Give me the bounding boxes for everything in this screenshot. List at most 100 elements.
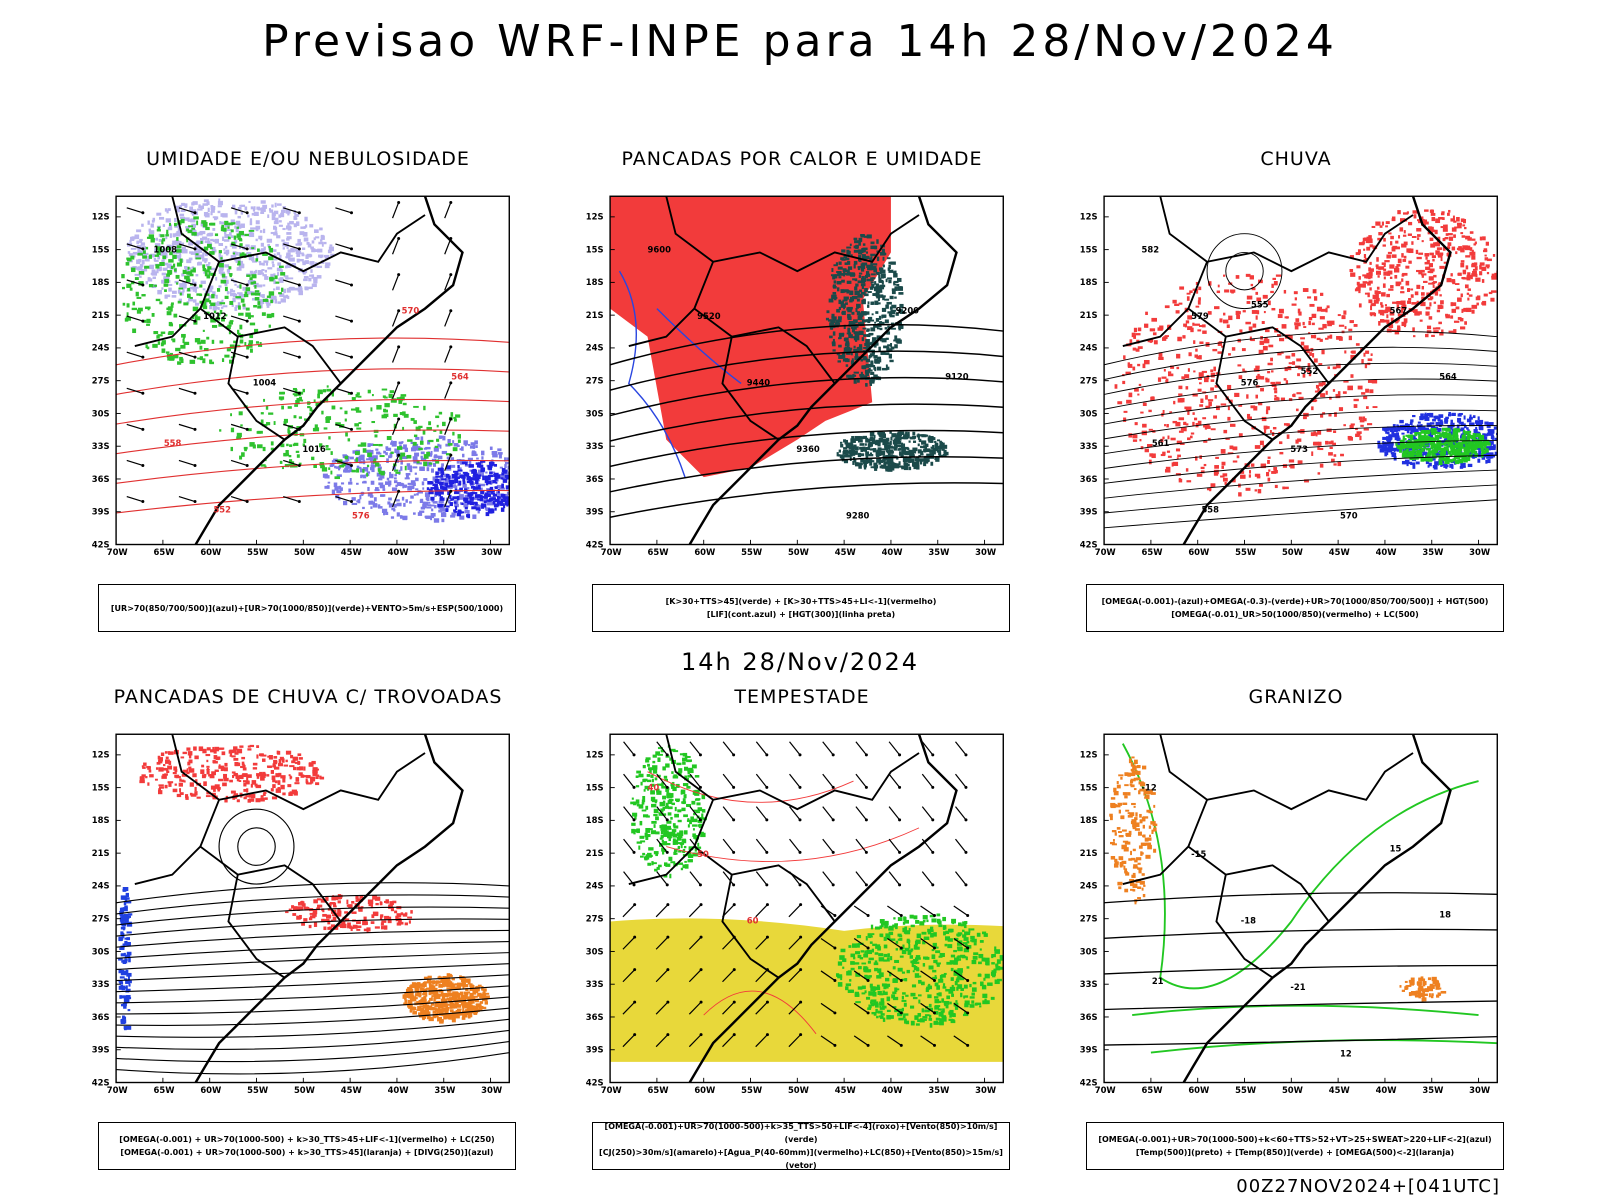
lon-tick-label: 30W xyxy=(1469,547,1491,557)
lat-tick-label: 12S xyxy=(92,750,110,760)
contour-label: 582 xyxy=(1142,244,1160,254)
wind-vectors xyxy=(126,200,453,508)
contour-label: 9360 xyxy=(796,444,820,454)
lon-tick-label: 45W xyxy=(1329,547,1351,557)
lon-tick-label: 40W xyxy=(1376,547,1398,557)
lon-tick-label: 35W xyxy=(1422,1085,1444,1095)
lat-tick-label: 21S xyxy=(1080,310,1098,320)
contour-label: 558 xyxy=(164,438,182,448)
lat-tick-label: 21S xyxy=(1080,848,1098,858)
lat-tick-label: 12S xyxy=(586,750,604,760)
map-layers: 582 579 576 573 570 567 564 561 558 555 552 xyxy=(1104,196,1498,545)
legend-line-2: [OMEGA(-0.01)_UR>50(1000/850)(vermelho) … xyxy=(1171,610,1419,619)
lon-tick-label: 30W xyxy=(481,1085,503,1095)
lon-tick-label: 70W xyxy=(601,1085,623,1095)
contour-lines xyxy=(610,323,1004,518)
state-borders xyxy=(1122,196,1414,441)
lat-tick-label: 36S xyxy=(1080,1012,1098,1022)
omega-area-orange xyxy=(1109,756,1158,905)
contour-label: 570 xyxy=(402,305,420,315)
lon-tick-label: 50W xyxy=(788,1085,810,1095)
legend-line-1: [OMEGA(-0.001)-(azul)+OMEGA(-0.3)-(verde… xyxy=(1101,597,1489,606)
map-panel: GRANIZO -12 -15 -18 -21 12 15 18 21 12S 15S 18S 21S 2… xyxy=(1076,686,1516,1170)
lat-tick-label: 18S xyxy=(1080,277,1098,287)
wind-vectors xyxy=(622,741,970,1048)
lat-tick-label: 39S xyxy=(1080,507,1098,517)
lat-tick-label: 30S xyxy=(1080,946,1098,956)
map-panel: TEMPESTADE 40 50 60 12S 15S 18S 21S 24S 27S 30S 33S… xyxy=(582,686,1022,1170)
lon-tick-label: 55W xyxy=(247,1085,269,1095)
main-title: Previsao WRF-INPE para 14h 28/Nov/2024 xyxy=(262,16,1338,67)
lon-tick-label: 45W xyxy=(341,547,363,557)
streamline-vortex-outer xyxy=(218,808,295,885)
map-panel: UMIDADE E/OU NEBULOSIDADE 1008 1012 1004 101… xyxy=(88,148,528,632)
lat-tick-label: 24S xyxy=(586,343,604,353)
lon-tick-label: 45W xyxy=(1329,1085,1351,1095)
lat-tick-label: 27S xyxy=(586,375,604,385)
lat-tick-label: 15S xyxy=(92,244,110,254)
lon-tick-label: 50W xyxy=(1282,547,1304,557)
legend-box: [OMEGA(-0.001)+UR>70(1000-500)+k>35_TTS>… xyxy=(592,1122,1010,1170)
lon-tick-label: 70W xyxy=(1095,1085,1117,1095)
thunderstorm-area-orange xyxy=(402,973,490,1024)
legend-box: [K>30+TTS>45](verde) + [K>30+TTS>45+LI<-… xyxy=(592,584,1010,632)
lat-tick-label: 24S xyxy=(1080,343,1098,353)
lat-tick-label: 21S xyxy=(92,310,110,320)
contour-label: 1008 xyxy=(154,244,178,254)
legend-line-1: [K>30+TTS>45](verde) + [K>30+TTS>45+LI<-… xyxy=(665,597,937,606)
lat-tick-label: 39S xyxy=(1080,1045,1098,1055)
lon-tick-label: 35W xyxy=(434,1085,456,1095)
lat-tick-label: 36S xyxy=(1080,474,1098,484)
lon-tick-label: 50W xyxy=(294,1085,316,1095)
lat-tick-label: 12S xyxy=(586,212,604,222)
map-plot: 9600 9520 9440 9360 9280 9200 9120 12S 15S 18S 21S… xyxy=(586,195,1004,557)
plot-frame xyxy=(609,733,1004,1084)
low-center-contour-inner xyxy=(1225,251,1264,291)
map-plot: 582 579 576 573 570 567 564 561 558 555 552 12S 15S 1… xyxy=(1080,195,1498,557)
lat-tick-label: 39S xyxy=(92,1045,110,1055)
lon-tick-label: 65W xyxy=(154,547,176,557)
legend-box: [UR>70(850/700/500)](azul)+[UR>70(1000/8… xyxy=(98,584,516,632)
lat-tick-label: 18S xyxy=(586,277,604,287)
humidity-lowlevel-green xyxy=(121,216,286,365)
coastline xyxy=(1182,196,1452,545)
lat-tick-label: 36S xyxy=(586,474,604,484)
lon-tick-label: 50W xyxy=(1282,1085,1304,1095)
legend-box: [OMEGA(-0.001) + UR>70(1000-500) + k>30_… xyxy=(98,1122,516,1170)
contour-label: 564 xyxy=(451,372,469,382)
legend-line-1: [OMEGA(-0.001)+UR>70(1000-500)+k>35_TTS>… xyxy=(604,1122,998,1144)
plot-frame xyxy=(115,733,510,1084)
lat-tick-label: 18S xyxy=(92,815,110,825)
lon-tick-label: 30W xyxy=(975,1085,997,1095)
lon-tick-label: 35W xyxy=(928,1085,950,1095)
contour-label: -18 xyxy=(1241,915,1256,925)
contour-label: -15 xyxy=(1191,849,1206,859)
lat-tick-label: 36S xyxy=(92,1012,110,1022)
contour-label: -12 xyxy=(1142,782,1157,792)
contour-label: 9120 xyxy=(945,372,969,382)
lon-tick-label: 45W xyxy=(835,1085,857,1095)
map-panel: CHUVA 582 579 576 573 570 567 564 561 558 555 552 12… xyxy=(1076,148,1516,632)
lon-tick-label: 55W xyxy=(741,547,763,557)
lat-tick-label: 33S xyxy=(586,441,604,451)
jet-stream-area-yellow xyxy=(610,918,1004,1062)
lon-tick-label: 40W xyxy=(882,547,904,557)
lat-tick-label: 21S xyxy=(92,848,110,858)
lat-tick-label: 27S xyxy=(1080,913,1098,923)
low-center-contour xyxy=(1206,233,1283,310)
plot-frame xyxy=(1103,733,1498,1084)
lon-tick-label: 40W xyxy=(388,1085,410,1095)
state-borders xyxy=(628,734,920,979)
contour-label: 573 xyxy=(1290,444,1308,454)
panel-title: PANCADAS POR CALOR E UMIDADE xyxy=(621,148,983,170)
lon-tick-label: 60W xyxy=(1188,547,1210,557)
lon-tick-label: 55W xyxy=(247,547,269,557)
lat-tick-label: 39S xyxy=(586,507,604,517)
divergence-area-blue xyxy=(118,887,133,1031)
contour-label: 9280 xyxy=(846,510,870,520)
lat-tick-label: 42S xyxy=(92,1077,110,1087)
streamline-vortex xyxy=(237,827,276,866)
map-plot: 1008 1012 1004 1016 576 570 564 558 552 12S 15S 18S… xyxy=(92,195,510,557)
lat-tick-label: 15S xyxy=(1080,244,1098,254)
